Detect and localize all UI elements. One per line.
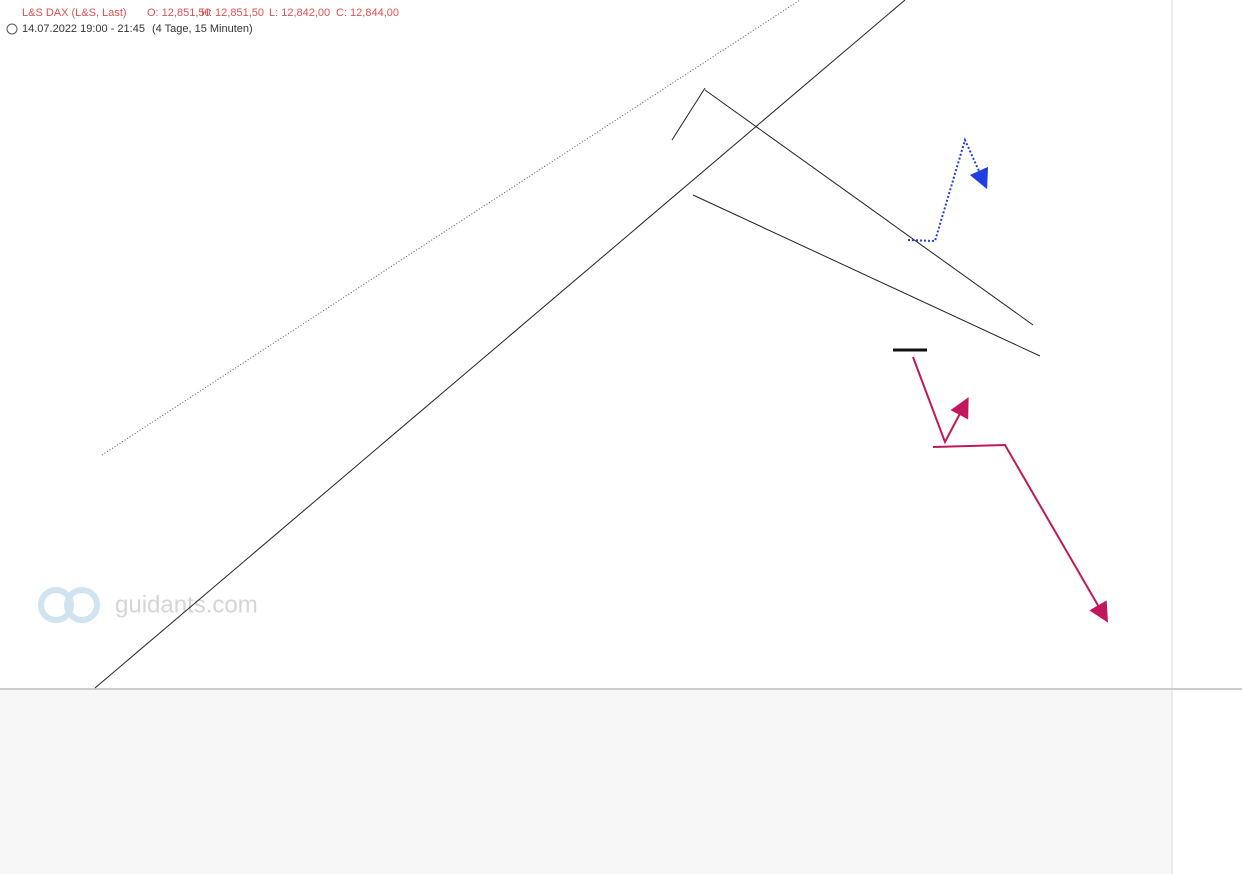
wedge-bottom xyxy=(692,194,1041,357)
scenario-down xyxy=(932,443,1109,623)
ohlc-high: H: 12,851,50 xyxy=(201,7,264,19)
date-range: 14.07.2022 19:00 - 21:45 xyxy=(22,23,145,35)
watermark: guidants.com xyxy=(38,587,258,623)
trend-line xyxy=(671,87,706,141)
ohlc-low: L: 12,842,00 xyxy=(269,7,330,19)
watermark-text: guidants.com xyxy=(115,591,258,618)
ohlc-close: C: 12,844,00 xyxy=(336,7,399,19)
instrument: L&S DAX (L&S, Last) xyxy=(22,7,127,19)
channel-top xyxy=(101,0,801,456)
channel-bottom xyxy=(94,0,906,689)
clock-icon xyxy=(6,23,18,35)
drawings xyxy=(94,0,1109,689)
stoch-panel xyxy=(0,690,1172,874)
ohlc-open: O: 12,851,50 xyxy=(147,7,211,19)
period: (4 Tage, 15 Minuten) xyxy=(152,23,253,35)
header: L&S DAX (L&S, Last) O: 12,851,50 H: 12,8… xyxy=(6,7,399,35)
scenario-bounce xyxy=(912,356,969,445)
wedge-top xyxy=(704,89,1034,326)
scenario-up xyxy=(907,137,989,243)
